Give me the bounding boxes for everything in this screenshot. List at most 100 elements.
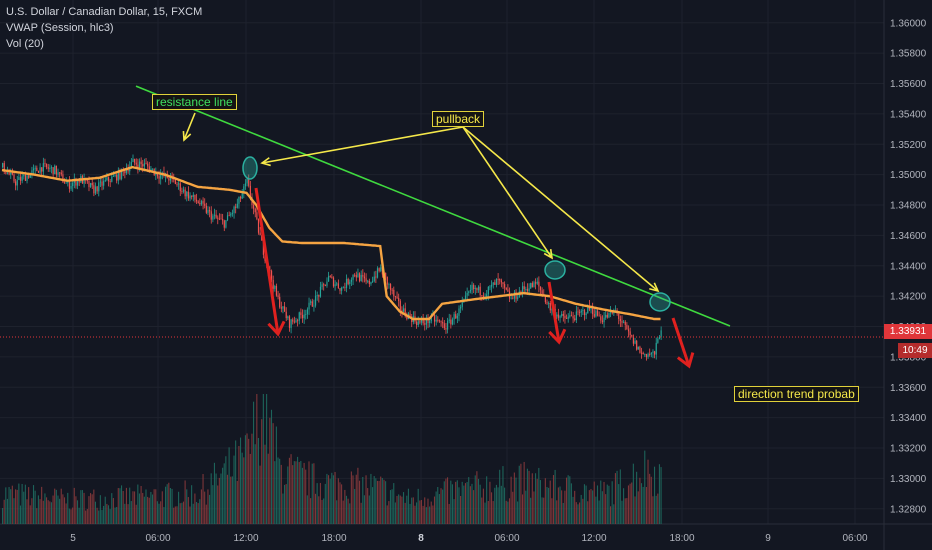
candle-body xyxy=(191,195,193,197)
y-tick-label: 1.36000 xyxy=(890,18,927,29)
volume-bar xyxy=(548,487,550,524)
volume-bar xyxy=(329,478,331,524)
volume-bar xyxy=(579,502,581,524)
candle-body xyxy=(288,316,291,328)
candle-body xyxy=(63,182,66,184)
volume-bar xyxy=(394,502,396,524)
volume-bar xyxy=(381,478,383,524)
y-tick-label: 1.35200 xyxy=(890,140,927,151)
volume-bar xyxy=(466,482,468,524)
candle-body xyxy=(334,284,336,287)
candle-body xyxy=(618,313,620,319)
candle-body xyxy=(241,193,243,199)
volume-bar xyxy=(636,471,638,524)
volume-bar xyxy=(380,476,382,524)
candle-body xyxy=(301,314,304,319)
volume-bar xyxy=(81,490,83,524)
candle-body xyxy=(186,191,188,197)
candle-body xyxy=(226,215,229,221)
volume-bar xyxy=(112,498,114,524)
candle-body xyxy=(91,183,93,186)
candle-body xyxy=(16,180,18,186)
volume-bar xyxy=(10,489,12,524)
candle-body xyxy=(52,167,54,175)
volume-bar xyxy=(321,499,323,524)
volume-bar xyxy=(627,485,630,524)
volume-bar xyxy=(497,487,499,524)
volume-bar xyxy=(269,417,271,524)
candle-body xyxy=(391,289,393,291)
candle-body xyxy=(623,321,625,323)
volume-bar xyxy=(2,507,4,524)
volume-bar xyxy=(556,500,558,524)
y-tick-label: 1.34400 xyxy=(890,261,927,272)
candle-body xyxy=(10,172,12,175)
volume-bar xyxy=(184,480,186,524)
candle-body xyxy=(473,284,475,290)
volume-bar xyxy=(120,485,123,524)
direction-arrow-1-head xyxy=(267,320,286,337)
candle-body xyxy=(310,301,312,303)
candle-body xyxy=(587,305,589,314)
volume-bar xyxy=(318,496,320,524)
volume-bar xyxy=(151,494,154,524)
volume-bar xyxy=(197,503,199,524)
volume-bar xyxy=(644,450,646,524)
volume-bar xyxy=(189,506,191,524)
candle-body xyxy=(605,314,607,318)
volume-bar xyxy=(334,471,336,524)
volume-bar xyxy=(210,473,212,524)
candle-body xyxy=(204,203,206,206)
pullback-arrow-2 xyxy=(462,126,553,259)
volume-bar xyxy=(31,498,33,524)
candle-body xyxy=(640,352,643,354)
volume-bar xyxy=(365,475,367,524)
volume-bar xyxy=(143,496,145,524)
candle-body xyxy=(197,201,199,204)
volume-bar xyxy=(68,508,70,524)
volume-bar xyxy=(313,463,315,524)
volume-bar xyxy=(613,504,615,524)
volume-bar xyxy=(308,461,310,524)
candle-body xyxy=(530,283,532,289)
candle-body xyxy=(352,274,354,280)
candle-body xyxy=(569,315,571,317)
volume-bar xyxy=(456,480,458,524)
volume-bar xyxy=(173,507,175,524)
pullback-arrow-2-head xyxy=(543,248,554,260)
candle-body xyxy=(313,305,315,307)
direction-arrow-1 xyxy=(254,187,280,335)
volume-bar xyxy=(262,394,264,524)
candle-body xyxy=(70,186,72,189)
volume-bar xyxy=(567,475,569,524)
volume-bar xyxy=(495,484,497,524)
volume-bar xyxy=(489,481,491,524)
volume-bar xyxy=(261,419,263,524)
volume-bar xyxy=(73,487,75,524)
volume-bar xyxy=(270,409,273,524)
volume-bar xyxy=(533,491,535,524)
volume-bar xyxy=(360,502,362,524)
x-tick-label: 9 xyxy=(765,533,771,544)
candle-body xyxy=(111,176,113,182)
candle-body xyxy=(657,338,659,343)
candle-body xyxy=(23,175,25,177)
volume-bar xyxy=(134,491,136,524)
candle-body xyxy=(6,172,9,174)
volume-bar xyxy=(574,490,576,524)
volume-bar xyxy=(592,490,594,524)
volume-bar xyxy=(168,482,170,524)
volume-bar xyxy=(235,440,237,524)
candle-body xyxy=(526,288,529,292)
candle-body xyxy=(360,275,362,281)
volume-bar xyxy=(266,394,268,524)
volume-bar xyxy=(539,480,541,524)
candle-body xyxy=(579,311,581,313)
candle-body xyxy=(652,351,654,353)
candle-body xyxy=(194,194,196,200)
y-tick-label: 1.34800 xyxy=(890,201,927,212)
candle-body xyxy=(486,294,488,297)
volume-bar xyxy=(57,495,59,524)
candle-body xyxy=(523,286,525,290)
volume-bar xyxy=(29,505,31,524)
